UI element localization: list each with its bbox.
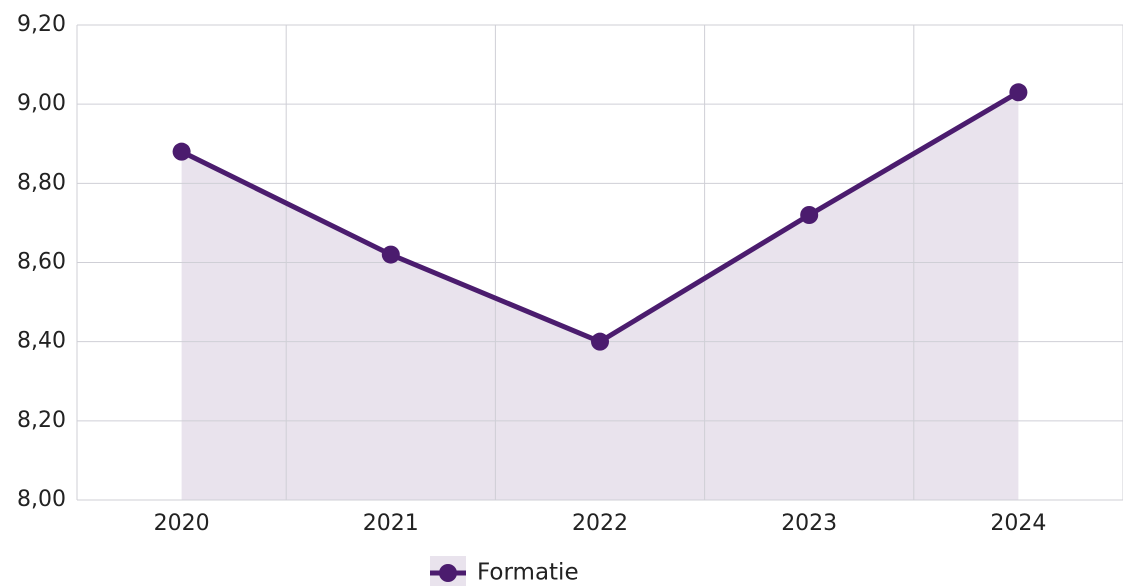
y-tick-label: 9,00 <box>17 91 66 116</box>
y-tick-label: 9,20 <box>17 12 66 37</box>
y-tick-label: 8,80 <box>17 170 66 195</box>
x-tick-label: 2023 <box>781 511 837 536</box>
legend-label: Formatie <box>477 560 579 586</box>
marker <box>381 245 400 264</box>
marker <box>800 206 819 224</box>
marker <box>172 142 191 161</box>
marker <box>1009 83 1028 102</box>
x-tick-label: 2022 <box>572 511 628 536</box>
x-tick-label: 2020 <box>154 511 210 536</box>
marker <box>591 332 609 351</box>
legend-marker <box>439 564 457 582</box>
x-tick-label: 2024 <box>990 511 1046 536</box>
y-tick-label: 8,60 <box>17 250 66 275</box>
x-tick-label: 2021 <box>363 511 419 536</box>
y-tick-label: 8,20 <box>17 408 66 433</box>
y-tick-label: 8,40 <box>17 329 66 354</box>
y-tick-label: 8,00 <box>17 487 66 512</box>
area <box>181 92 1019 501</box>
